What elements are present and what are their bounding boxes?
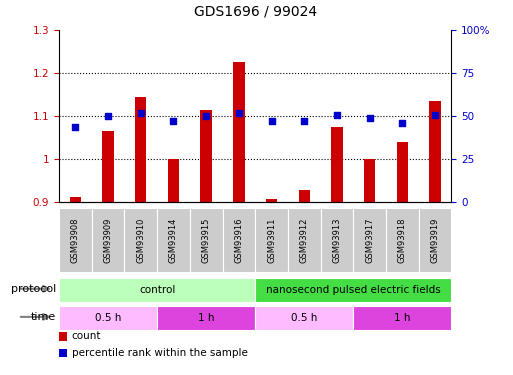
Text: GSM93918: GSM93918 bbox=[398, 217, 407, 263]
Bar bbox=[102, 131, 114, 203]
Bar bbox=[429, 101, 441, 202]
Text: GSM93914: GSM93914 bbox=[169, 217, 178, 262]
Point bbox=[169, 118, 177, 124]
Point bbox=[104, 113, 112, 119]
Bar bbox=[59, 306, 157, 330]
Bar bbox=[419, 208, 451, 272]
Bar bbox=[223, 208, 255, 272]
Point bbox=[333, 111, 341, 117]
Point bbox=[431, 111, 439, 117]
Bar bbox=[353, 306, 451, 330]
Text: count: count bbox=[72, 331, 102, 340]
Text: nanosecond pulsed electric fields: nanosecond pulsed electric fields bbox=[266, 285, 441, 295]
Point bbox=[366, 115, 374, 121]
Text: control: control bbox=[139, 285, 175, 295]
Bar bbox=[59, 208, 92, 272]
Text: protocol: protocol bbox=[11, 284, 56, 294]
Text: GSM93911: GSM93911 bbox=[267, 217, 276, 262]
Bar bbox=[386, 208, 419, 272]
Bar bbox=[201, 110, 212, 202]
Text: GSM93916: GSM93916 bbox=[234, 217, 243, 263]
Bar bbox=[397, 142, 408, 202]
Text: 0.5 h: 0.5 h bbox=[95, 313, 121, 323]
Bar bbox=[255, 208, 288, 272]
Bar bbox=[70, 197, 81, 202]
Text: GDS1696 / 99024: GDS1696 / 99024 bbox=[193, 5, 317, 19]
Text: GSM93908: GSM93908 bbox=[71, 217, 80, 263]
Text: GSM93917: GSM93917 bbox=[365, 217, 374, 263]
Bar bbox=[135, 97, 147, 202]
Bar bbox=[92, 208, 125, 272]
Text: GSM93909: GSM93909 bbox=[104, 217, 112, 262]
Bar bbox=[157, 208, 190, 272]
Text: 1 h: 1 h bbox=[198, 313, 214, 323]
Bar bbox=[321, 208, 353, 272]
Bar bbox=[331, 127, 343, 202]
Point bbox=[398, 120, 406, 126]
Point bbox=[235, 110, 243, 116]
Text: percentile rank within the sample: percentile rank within the sample bbox=[72, 348, 248, 357]
Text: GSM93910: GSM93910 bbox=[136, 217, 145, 262]
Point bbox=[202, 113, 210, 119]
Bar bbox=[157, 306, 255, 330]
Bar bbox=[353, 208, 386, 272]
Text: 1 h: 1 h bbox=[394, 313, 410, 323]
Bar bbox=[255, 306, 353, 330]
Bar bbox=[190, 208, 223, 272]
Text: time: time bbox=[31, 312, 56, 322]
Text: GSM93913: GSM93913 bbox=[332, 217, 342, 263]
Bar bbox=[364, 159, 376, 203]
Point bbox=[300, 118, 308, 124]
Bar bbox=[59, 278, 255, 302]
Bar bbox=[255, 278, 451, 302]
Bar bbox=[168, 159, 179, 203]
Bar bbox=[233, 62, 245, 202]
Point bbox=[267, 118, 275, 124]
Bar bbox=[299, 189, 310, 202]
Text: GSM93915: GSM93915 bbox=[202, 217, 211, 262]
Bar bbox=[288, 208, 321, 272]
Bar bbox=[266, 200, 278, 202]
Point bbox=[71, 124, 80, 130]
Bar bbox=[124, 208, 157, 272]
Text: GSM93912: GSM93912 bbox=[300, 217, 309, 262]
Text: 0.5 h: 0.5 h bbox=[291, 313, 318, 323]
Point bbox=[136, 110, 145, 116]
Text: GSM93919: GSM93919 bbox=[430, 217, 440, 262]
